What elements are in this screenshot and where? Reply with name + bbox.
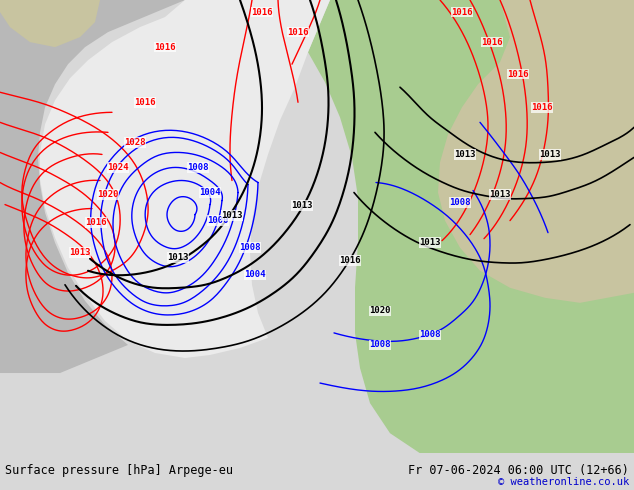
Text: 1013: 1013 xyxy=(454,150,476,159)
Text: 1020: 1020 xyxy=(369,306,391,316)
Text: 1013: 1013 xyxy=(291,201,313,210)
Text: Fr 07-06-2024 06:00 UTC (12+66): Fr 07-06-2024 06:00 UTC (12+66) xyxy=(408,464,629,477)
Polygon shape xyxy=(308,0,634,453)
Text: 1008: 1008 xyxy=(239,243,261,252)
Text: 1008: 1008 xyxy=(187,163,209,172)
Text: © weatheronline.co.uk: © weatheronline.co.uk xyxy=(498,477,629,487)
Text: 1013: 1013 xyxy=(489,190,511,199)
Text: 1016: 1016 xyxy=(451,7,473,17)
Text: 1016: 1016 xyxy=(154,43,176,51)
Text: 1016: 1016 xyxy=(507,70,529,79)
Text: 1008: 1008 xyxy=(450,198,471,207)
Text: 1016: 1016 xyxy=(339,256,361,265)
Text: 1013: 1013 xyxy=(419,238,441,247)
Text: 1013: 1013 xyxy=(69,248,91,257)
Text: 1024: 1024 xyxy=(107,163,129,172)
Text: 1004: 1004 xyxy=(244,270,266,279)
Text: 1013: 1013 xyxy=(167,253,189,262)
Text: 1008: 1008 xyxy=(369,341,391,349)
Text: 1004: 1004 xyxy=(199,188,221,197)
Text: 1000: 1000 xyxy=(207,216,229,225)
Text: 1008: 1008 xyxy=(419,330,441,340)
Polygon shape xyxy=(38,0,358,365)
Polygon shape xyxy=(0,0,185,373)
Polygon shape xyxy=(0,0,100,47)
Text: 1016: 1016 xyxy=(481,38,503,47)
Text: 1028: 1028 xyxy=(124,138,146,147)
Text: 1013: 1013 xyxy=(221,211,243,220)
Text: 1016: 1016 xyxy=(531,103,553,112)
Polygon shape xyxy=(40,0,330,358)
Text: 1016: 1016 xyxy=(287,27,309,37)
Text: 1016: 1016 xyxy=(134,98,156,107)
Polygon shape xyxy=(438,0,634,303)
Text: 1016: 1016 xyxy=(85,218,107,227)
Text: 1013: 1013 xyxy=(540,150,560,159)
Text: 1016: 1016 xyxy=(251,7,273,17)
Text: 1020: 1020 xyxy=(97,190,119,199)
Text: Surface pressure [hPa] Arpege-eu: Surface pressure [hPa] Arpege-eu xyxy=(5,464,233,477)
